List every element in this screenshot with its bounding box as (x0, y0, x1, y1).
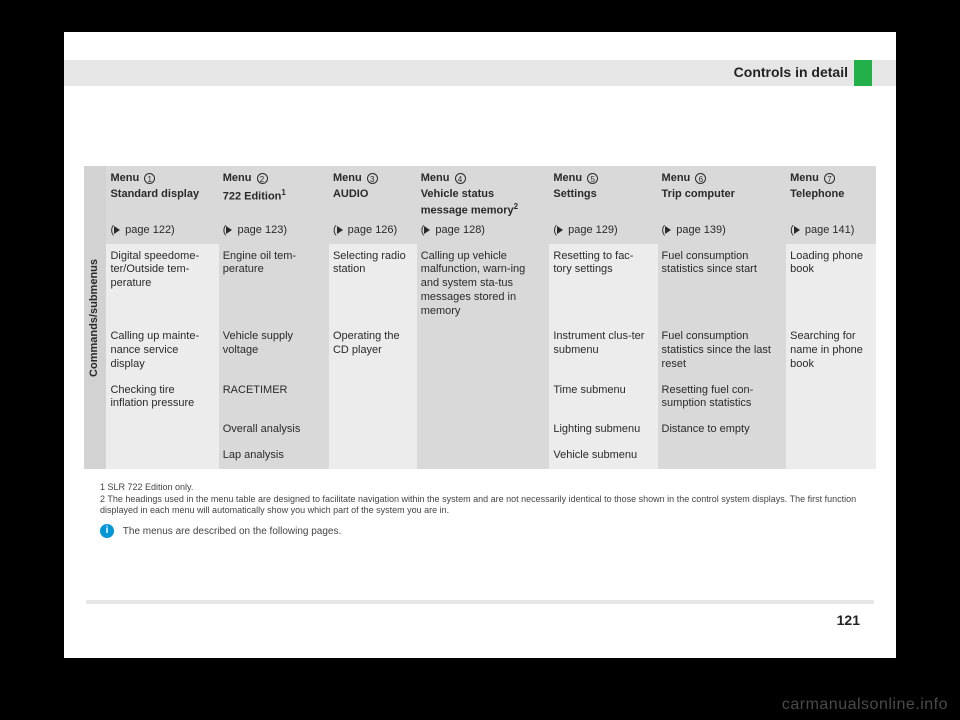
column-subhead: Telephone (786, 186, 876, 222)
triangle-icon (794, 226, 800, 234)
column-subhead: 722 Edition1 (219, 186, 329, 222)
table-side-label: Commands/submenus (88, 259, 102, 377)
table-cell (786, 417, 876, 443)
triangle-icon (557, 226, 563, 234)
table-cell (329, 417, 417, 443)
table-cell (786, 378, 876, 418)
circled-number-icon: 4 (455, 173, 466, 184)
footer-divider (86, 600, 874, 604)
circled-number-icon: 1 (144, 173, 155, 184)
column-page-ref: ( page 141) (786, 222, 876, 244)
table-cell: Resetting to fac-tory settings (549, 244, 657, 325)
table-cell: RACETIMER (219, 378, 329, 418)
circled-number-icon: 5 (587, 173, 598, 184)
column-subhead: Settings (549, 186, 657, 222)
column-header: Menu 4 (417, 166, 550, 186)
triangle-icon (424, 226, 430, 234)
column-header: Menu 6 (658, 166, 787, 186)
info-icon: i (100, 524, 114, 538)
table-cell: Vehicle submenu (549, 443, 657, 469)
table-cell: Instrument clus-ter submenu (549, 324, 657, 377)
column-subhead: Vehicle status message memory2 (417, 186, 550, 222)
table-cell (329, 443, 417, 469)
table-cell: Fuel consumption statistics since the la… (658, 324, 787, 377)
table-side-label-cell: Commands/submenus (84, 166, 106, 469)
table-cell (417, 378, 550, 418)
header-accent (854, 60, 872, 86)
column-page-ref: ( page 139) (658, 222, 787, 244)
table-cell: Checking tire inflation pressure (106, 378, 218, 418)
circled-number-icon: 2 (257, 173, 268, 184)
footnotes: 1 SLR 722 Edition only. 2 The headings u… (100, 482, 870, 517)
page-number: 121 (837, 612, 860, 628)
circled-number-icon: 3 (367, 173, 378, 184)
table-cell (106, 443, 218, 469)
triangle-icon (665, 226, 671, 234)
info-row: i The menus are described on the followi… (100, 524, 870, 538)
column-header: Menu 5 (549, 166, 657, 186)
table-cell (786, 443, 876, 469)
column-header: Menu 7 (786, 166, 876, 186)
table-cell: Calling up mainte-nance service display (106, 324, 218, 377)
column-header: Menu 3 (329, 166, 417, 186)
circled-number-icon: 6 (695, 173, 706, 184)
column-header: Menu 2 (219, 166, 329, 186)
watermark-text: carmanualsonline.info (782, 696, 948, 714)
table-cell: Loading phone book (786, 244, 876, 325)
column-page-ref: ( page 128) (417, 222, 550, 244)
table-cell: Digital speedome-ter/Outside tem-peratur… (106, 244, 218, 325)
footnote-2: 2 The headings used in the menu table ar… (100, 494, 870, 517)
column-page-ref: ( page 126) (329, 222, 417, 244)
table-cell (417, 443, 550, 469)
column-subhead: Standard display (106, 186, 218, 222)
table-cell (106, 417, 218, 443)
column-page-ref: ( page 122) (106, 222, 218, 244)
column-header: Menu 1 (106, 166, 218, 186)
table-cell: Selecting radio station (329, 244, 417, 325)
table-cell (658, 443, 787, 469)
info-text: The menus are described on the following… (123, 526, 341, 537)
page-card: Controls in detail Commands/submenus Menu… (64, 32, 896, 658)
table-cell: Vehicle supply voltage (219, 324, 329, 377)
table-cell: Lap analysis (219, 443, 329, 469)
circled-number-icon: 7 (824, 173, 835, 184)
table-cell: Time submenu (549, 378, 657, 418)
triangle-icon (226, 226, 232, 234)
menu-table: Commands/submenusMenu 1Menu 2Menu 3Menu … (84, 166, 876, 469)
table-cell: Fuel consumption statistics since start (658, 244, 787, 325)
table-cell (329, 378, 417, 418)
table-cell: Distance to empty (658, 417, 787, 443)
table-cell: Operating the CD player (329, 324, 417, 377)
triangle-icon (337, 226, 343, 234)
table-cell: Resetting fuel con-sumption statistics (658, 378, 787, 418)
table-cell: Lighting submenu (549, 417, 657, 443)
table-cell (417, 324, 550, 377)
column-page-ref: ( page 123) (219, 222, 329, 244)
page-header-title: Controls in detail (734, 64, 848, 80)
table-cell: Engine oil tem-perature (219, 244, 329, 325)
table-cell: Calling up vehicle malfunction, warn-ing… (417, 244, 550, 325)
column-page-ref: ( page 129) (549, 222, 657, 244)
column-subhead: Trip computer (658, 186, 787, 222)
column-subhead: AUDIO (329, 186, 417, 222)
table-cell: Overall analysis (219, 417, 329, 443)
triangle-icon (114, 226, 120, 234)
footnote-1: 1 SLR 722 Edition only. (100, 482, 870, 494)
table-cell (417, 417, 550, 443)
table-cell: Searching for name in phone book (786, 324, 876, 377)
